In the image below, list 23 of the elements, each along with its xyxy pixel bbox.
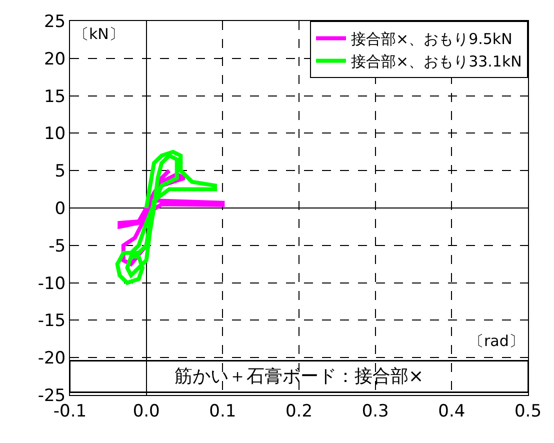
y-tick-label: 5 <box>54 162 66 182</box>
y-tick-label: -15 <box>38 311 66 332</box>
y-tick-label: 0 <box>54 198 66 219</box>
x-tick-label: 0.0 <box>132 401 160 422</box>
y-tick-label: -5 <box>48 236 66 256</box>
y-axis-title: 〔kN〕 <box>74 25 124 43</box>
x-tick-label: 0.4 <box>438 401 466 422</box>
y-tick-label: 20 <box>44 49 66 70</box>
x-tick-label: 0.2 <box>285 401 313 422</box>
y-tick-label: -20 <box>38 348 66 369</box>
x-tick-label: 0.3 <box>362 401 389 422</box>
text: 筋かい＋石膏ボード：接合部× <box>174 366 424 387</box>
x-tick-label: 0.1 <box>209 401 236 422</box>
y-tick-label: 15 <box>44 86 66 107</box>
y-tick-label: 25 <box>44 12 66 32</box>
line-series <box>115 150 218 285</box>
x-tick-label: -0.1 <box>53 401 87 422</box>
x-tick-label: 0.5 <box>514 401 542 422</box>
legend-label: 接合部×、おもり33.1kN <box>351 52 522 71</box>
x-axis-title: 〔rad〕 <box>469 332 524 350</box>
y-tick-label: 10 <box>44 124 66 144</box>
legend-label: 接合部×、おもり9.5kN <box>351 30 512 48</box>
y-tick-label: -10 <box>38 274 66 294</box>
